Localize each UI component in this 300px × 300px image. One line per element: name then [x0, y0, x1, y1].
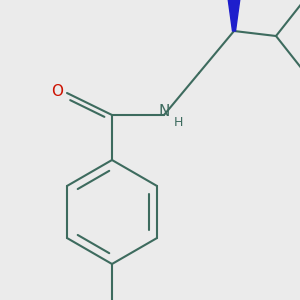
Text: O: O: [51, 83, 63, 98]
Text: H: H: [173, 116, 183, 130]
Polygon shape: [225, 0, 243, 31]
Text: N: N: [158, 104, 170, 119]
